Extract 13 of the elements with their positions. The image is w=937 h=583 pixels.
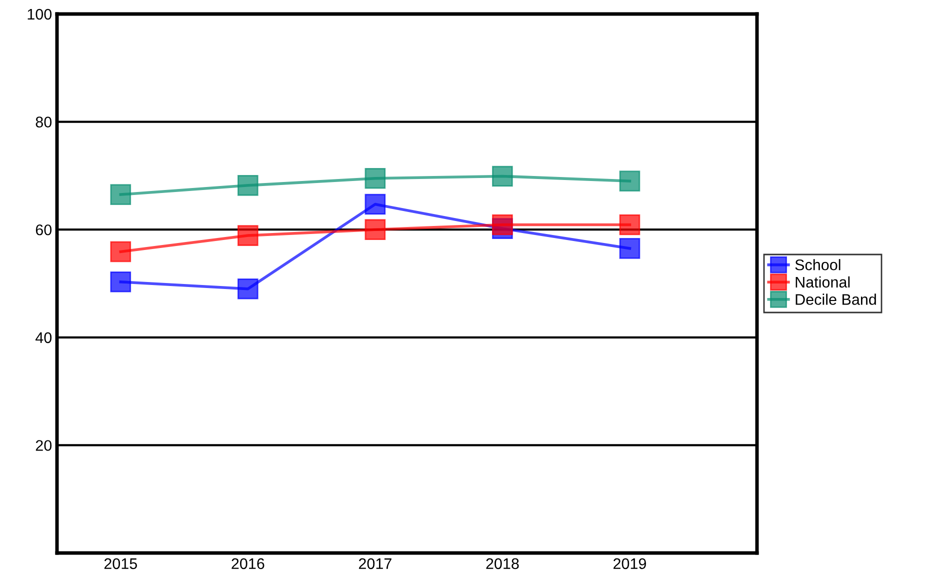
x-tick-label: 2015 xyxy=(104,558,137,570)
y-tick-label: 60 xyxy=(36,224,52,236)
legend-label: Decile Band xyxy=(796,294,876,305)
legend-label: School xyxy=(795,259,840,270)
y-tick-label: 40 xyxy=(36,332,52,344)
x-tick-label: 2019 xyxy=(614,558,646,570)
legend-label: National xyxy=(796,276,850,288)
x-tick-label: 2018 xyxy=(486,558,519,570)
y-tick-label: 100 xyxy=(28,8,52,20)
y-tick-label: 80 xyxy=(36,116,52,128)
y-tick-label: 20 xyxy=(36,440,52,451)
x-tick-label: 2017 xyxy=(358,558,392,570)
x-tick-label: 2016 xyxy=(232,558,264,570)
